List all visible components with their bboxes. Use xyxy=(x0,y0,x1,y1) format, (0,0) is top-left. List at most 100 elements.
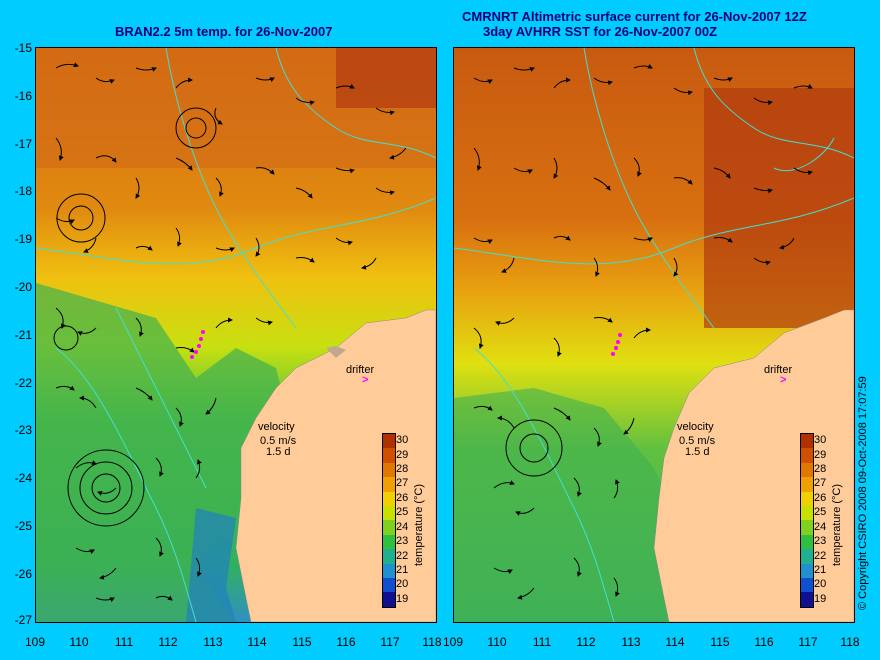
right-map-panel xyxy=(453,47,855,623)
colorbar-tick-label: 21 xyxy=(814,563,827,576)
x-tick: 116 xyxy=(754,635,774,649)
y-tick: -22 xyxy=(14,376,32,390)
colorbar-tick-label: 19 xyxy=(396,592,409,605)
colorbar-tick-label: 28 xyxy=(814,463,827,476)
colorbar-tick-label: 28 xyxy=(396,463,409,476)
colorbar-segment xyxy=(801,549,813,564)
colorbar-segment xyxy=(801,592,813,607)
drifter-label: drifter xyxy=(764,364,793,376)
copyright-credit: © Copyright CSIRO 2008 09-Oct-2008 17:07… xyxy=(857,376,869,610)
colorbar-segment xyxy=(801,506,813,521)
bathymetry-contours xyxy=(36,48,436,622)
colorbar-tick-label: 30 xyxy=(814,434,827,447)
colorbar-segment xyxy=(383,448,395,463)
colorbar-tick-label: 23 xyxy=(396,535,409,548)
colorbar-tick-label: 26 xyxy=(814,491,827,504)
colorbar-segment xyxy=(801,578,813,593)
x-tick: 110 xyxy=(487,635,507,649)
colorbar-left xyxy=(382,433,396,608)
y-tick: -27 xyxy=(14,613,32,627)
y-tick: -18 xyxy=(14,184,32,198)
colorbar-segment xyxy=(383,563,395,579)
colorbar-segment xyxy=(383,578,395,593)
colorbar-segment xyxy=(383,549,395,564)
x-tick: 112 xyxy=(576,635,596,649)
velocity-label: velocity xyxy=(258,421,295,433)
eddy-circles xyxy=(53,107,217,527)
x-tick: 117 xyxy=(798,635,818,649)
left-map-svg xyxy=(36,48,436,622)
drifter-label: drifter xyxy=(346,364,375,376)
y-tick: -19 xyxy=(14,232,32,246)
drifter-symbol: > xyxy=(780,374,787,386)
colorbar-segment xyxy=(801,462,813,478)
colorbar-tick-label: 25 xyxy=(396,506,409,519)
velocity-scale: 0.5 m/s xyxy=(679,435,716,447)
colorbar-segment xyxy=(801,563,813,579)
colorbar-tick-label: 27 xyxy=(396,477,409,490)
velocity-vectors xyxy=(55,62,407,603)
y-tick: -26 xyxy=(14,567,32,581)
x-tick: 111 xyxy=(532,635,552,649)
colorbar-segment xyxy=(383,462,395,478)
x-tick: 112 xyxy=(158,635,178,649)
x-tick: 113 xyxy=(203,635,223,649)
x-tick: 116 xyxy=(336,635,356,649)
cool-water-region xyxy=(454,388,694,622)
y-tick: -16 xyxy=(14,89,32,103)
drifter-track xyxy=(190,330,205,359)
colorbar-segment xyxy=(801,491,813,507)
x-tick: 111 xyxy=(114,635,134,649)
colorbar-left-title: temperature (°C) xyxy=(413,483,425,566)
time-scale: 1.5 d xyxy=(685,446,710,458)
colorbar-segment xyxy=(383,506,395,521)
colorbar-tick-label: 21 xyxy=(396,563,409,576)
colorbar-segment xyxy=(383,592,395,607)
colorbar-tick-label: 24 xyxy=(396,520,409,533)
colorbar-segment xyxy=(383,434,395,449)
y-tick: -24 xyxy=(14,471,32,485)
left-panel-title: BRAN2.2 5m temp. for 26-Nov-2007 xyxy=(115,24,333,39)
colorbar-tick-label: 22 xyxy=(396,549,409,562)
x-tick: 115 xyxy=(710,635,730,649)
bathymetry-contours xyxy=(454,48,854,622)
hot-water-patch xyxy=(336,48,436,108)
colorbar-tick-label: 20 xyxy=(396,578,409,591)
colorbar-segment xyxy=(801,448,813,463)
colorbar-right-title: temperature (°C) xyxy=(831,483,843,566)
colorbar-segment xyxy=(801,434,813,449)
right-panel-title-line2: 3day AVHRR SST for 26-Nov-2007 00Z xyxy=(483,24,718,39)
island xyxy=(326,346,346,358)
colorbar-tick-label: 19 xyxy=(814,592,827,605)
x-tick: 109 xyxy=(442,635,464,649)
colorbar-segment xyxy=(383,491,395,507)
cool-water-region xyxy=(36,283,296,622)
velocity-label: velocity xyxy=(677,421,714,433)
x-tick: 114 xyxy=(247,635,267,649)
colorbar-tick-label: 20 xyxy=(814,578,827,591)
colorbar-segment xyxy=(383,477,395,492)
x-tick: 109 xyxy=(24,635,46,649)
colorbar-tick-label: 25 xyxy=(814,506,827,519)
right-panel-title-line1: CMRNRT Altimetric surface current for 26… xyxy=(462,9,807,24)
left-map-panel xyxy=(35,47,437,623)
y-tick: -25 xyxy=(14,519,32,533)
velocity-vectors xyxy=(473,63,813,600)
eddy-circles xyxy=(505,419,563,477)
hot-water-patch xyxy=(704,88,854,328)
colorbar-segment xyxy=(383,534,395,550)
x-tick: 117 xyxy=(380,635,400,649)
y-tick: -21 xyxy=(14,328,32,342)
right-map-svg xyxy=(454,48,854,622)
time-scale: 1.5 d xyxy=(266,446,291,458)
y-tick: -23 xyxy=(14,423,32,437)
colorbar-segment xyxy=(801,520,813,535)
colorbar-segment xyxy=(801,534,813,550)
y-tick: -20 xyxy=(14,280,32,294)
x-tick: 118 xyxy=(840,635,860,649)
colorbar-tick-label: 29 xyxy=(814,448,827,461)
colorbar-tick-label: 29 xyxy=(396,448,409,461)
colorbar-tick-label: 22 xyxy=(814,549,827,562)
drifter-track xyxy=(611,333,622,356)
velocity-scale: 0.5 m/s xyxy=(260,435,297,447)
